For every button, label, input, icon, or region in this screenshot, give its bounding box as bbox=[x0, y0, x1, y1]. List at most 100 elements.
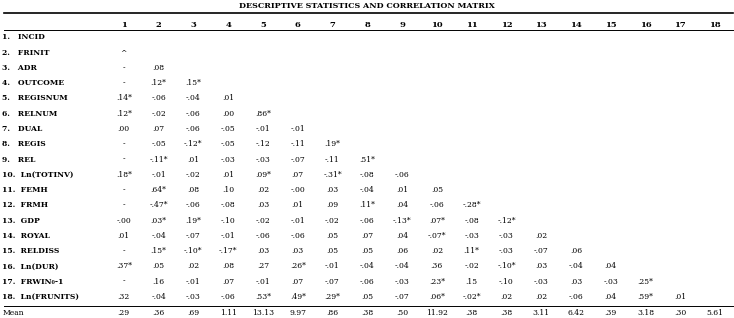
Text: .19*: .19* bbox=[186, 217, 201, 225]
Text: .00: .00 bbox=[222, 110, 234, 118]
Text: 18: 18 bbox=[709, 21, 721, 29]
Text: .09*: .09* bbox=[255, 171, 271, 179]
Text: -.11: -.11 bbox=[291, 140, 305, 148]
Text: -.06: -.06 bbox=[429, 201, 444, 209]
Text: .23*: .23* bbox=[429, 278, 445, 286]
Text: 8.   REGIS: 8. REGIS bbox=[2, 140, 46, 148]
Text: .07: .07 bbox=[361, 232, 374, 240]
Text: 6: 6 bbox=[295, 21, 301, 29]
Text: -.10*: -.10* bbox=[184, 247, 203, 255]
Text: -.06: -.06 bbox=[186, 110, 201, 118]
Text: .07: .07 bbox=[153, 125, 164, 133]
Text: 11: 11 bbox=[466, 21, 478, 29]
Text: 7: 7 bbox=[330, 21, 335, 29]
Text: .06: .06 bbox=[570, 247, 582, 255]
Text: 4: 4 bbox=[225, 21, 231, 29]
Text: -.06: -.06 bbox=[395, 171, 410, 179]
Text: -.04: -.04 bbox=[151, 293, 166, 301]
Text: 9.   REL: 9. REL bbox=[2, 156, 35, 163]
Text: -.03: -.03 bbox=[255, 156, 270, 163]
Text: .05: .05 bbox=[327, 232, 338, 240]
Text: 17: 17 bbox=[675, 21, 686, 29]
Text: -.05: -.05 bbox=[221, 125, 236, 133]
Text: .09: .09 bbox=[327, 201, 338, 209]
Text: .01: .01 bbox=[396, 186, 408, 194]
Text: 3.   ADR: 3. ADR bbox=[2, 64, 37, 72]
Text: .02: .02 bbox=[257, 186, 269, 194]
Text: 3.11: 3.11 bbox=[533, 309, 550, 317]
Text: -.06: -.06 bbox=[291, 232, 305, 240]
Text: 1.   INCID: 1. INCID bbox=[2, 33, 45, 41]
Text: -.02: -.02 bbox=[151, 110, 166, 118]
Text: -.06: -.06 bbox=[221, 293, 236, 301]
Text: .03: .03 bbox=[535, 262, 548, 270]
Text: .51*: .51* bbox=[360, 156, 375, 163]
Text: .49*: .49* bbox=[290, 293, 305, 301]
Text: .02: .02 bbox=[535, 293, 548, 301]
Text: 13.13: 13.13 bbox=[252, 309, 274, 317]
Text: .04: .04 bbox=[605, 293, 617, 301]
Text: -.07: -.07 bbox=[186, 232, 201, 240]
Text: 9: 9 bbox=[399, 21, 405, 29]
Text: -: - bbox=[123, 79, 125, 87]
Text: .53*: .53* bbox=[255, 293, 271, 301]
Text: .04: .04 bbox=[605, 262, 617, 270]
Text: -.05: -.05 bbox=[221, 140, 236, 148]
Text: -.06: -.06 bbox=[186, 125, 201, 133]
Text: .01: .01 bbox=[291, 201, 304, 209]
Text: -: - bbox=[123, 278, 125, 286]
Text: 5: 5 bbox=[260, 21, 266, 29]
Text: 17.  FRWIN₀-1: 17. FRWIN₀-1 bbox=[2, 278, 64, 286]
Text: .11*: .11* bbox=[464, 247, 479, 255]
Text: 8: 8 bbox=[364, 21, 370, 29]
Text: -.01: -.01 bbox=[255, 125, 270, 133]
Text: .18*: .18* bbox=[116, 171, 132, 179]
Text: .38: .38 bbox=[465, 309, 478, 317]
Text: .38: .38 bbox=[501, 309, 512, 317]
Text: .50: .50 bbox=[396, 309, 408, 317]
Text: .02: .02 bbox=[535, 232, 548, 240]
Text: -.07: -.07 bbox=[325, 278, 340, 286]
Text: -.12: -.12 bbox=[255, 140, 270, 148]
Text: .08: .08 bbox=[187, 186, 200, 194]
Text: .16: .16 bbox=[153, 278, 164, 286]
Text: 2.   FRINIT: 2. FRINIT bbox=[2, 49, 50, 57]
Text: -: - bbox=[123, 140, 125, 148]
Text: ^: ^ bbox=[120, 49, 127, 57]
Text: -.05: -.05 bbox=[151, 140, 166, 148]
Text: 6.   RELNUM: 6. RELNUM bbox=[2, 110, 57, 118]
Text: Mean: Mean bbox=[2, 309, 23, 317]
Text: .12*: .12* bbox=[116, 110, 132, 118]
Text: .25*: .25* bbox=[638, 278, 653, 286]
Text: .07: .07 bbox=[291, 171, 304, 179]
Text: 12: 12 bbox=[501, 21, 512, 29]
Text: .39: .39 bbox=[605, 309, 617, 317]
Text: -.03: -.03 bbox=[534, 278, 548, 286]
Text: .08: .08 bbox=[153, 64, 164, 72]
Text: 10.  Ln(TOTINV): 10. Ln(TOTINV) bbox=[2, 171, 73, 179]
Text: 16: 16 bbox=[640, 21, 652, 29]
Text: -.11*: -.11* bbox=[149, 156, 168, 163]
Text: .01: .01 bbox=[187, 156, 200, 163]
Text: 12.  FRMH: 12. FRMH bbox=[2, 201, 48, 209]
Text: -: - bbox=[123, 201, 125, 209]
Text: .03: .03 bbox=[291, 247, 304, 255]
Text: .05: .05 bbox=[361, 247, 374, 255]
Text: 16.  Ln(DUR): 16. Ln(DUR) bbox=[2, 262, 59, 270]
Text: .05: .05 bbox=[327, 247, 338, 255]
Text: -.03: -.03 bbox=[499, 232, 514, 240]
Text: 15.  RELDISS: 15. RELDISS bbox=[2, 247, 59, 255]
Text: -.04: -.04 bbox=[151, 232, 166, 240]
Text: .29: .29 bbox=[117, 309, 130, 317]
Text: -.01: -.01 bbox=[221, 232, 236, 240]
Text: .02: .02 bbox=[431, 247, 443, 255]
Text: -.07: -.07 bbox=[395, 293, 410, 301]
Text: 1.11: 1.11 bbox=[219, 309, 236, 317]
Text: .11*: .11* bbox=[360, 201, 375, 209]
Text: -.06: -.06 bbox=[360, 217, 374, 225]
Text: 18.  Ln(FRUNITS): 18. Ln(FRUNITS) bbox=[2, 293, 79, 301]
Text: .01: .01 bbox=[117, 232, 130, 240]
Text: 13.  GDP: 13. GDP bbox=[2, 217, 40, 225]
Text: -.00: -.00 bbox=[291, 186, 305, 194]
Text: -.04: -.04 bbox=[395, 262, 410, 270]
